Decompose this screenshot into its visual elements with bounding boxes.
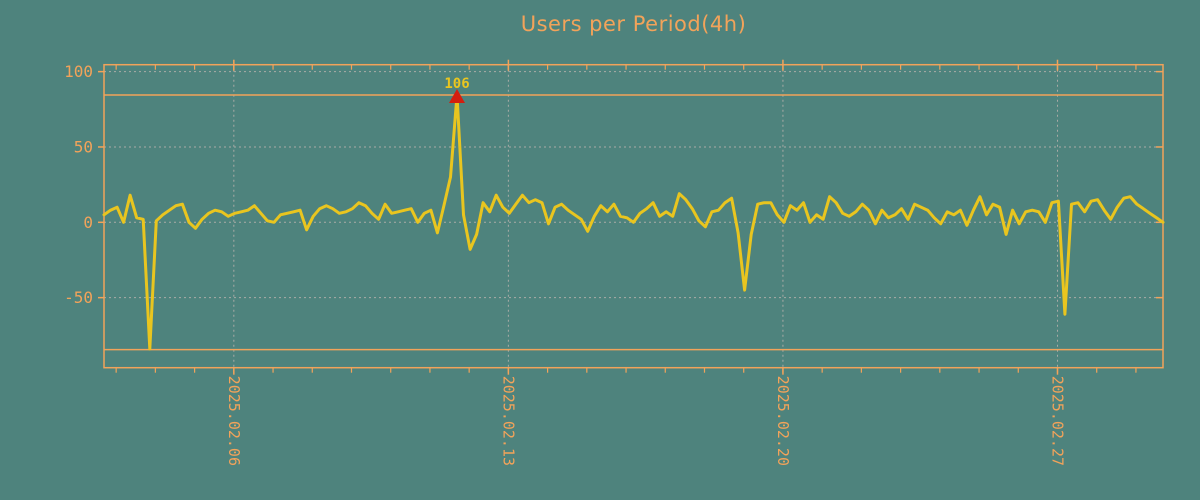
- x-axis-label: 2025.02.27: [1048, 376, 1066, 466]
- max-marker-icon: [449, 89, 465, 103]
- x-axis-label: 2025.02.13: [499, 376, 517, 466]
- x-axis-label: 2025.02.20: [774, 376, 792, 466]
- x-axis-label: 2025.02.06: [225, 376, 243, 466]
- y-axis-label: -50: [64, 288, 93, 307]
- chart-title: Users per Period(4h): [520, 12, 747, 36]
- y-axis-label: 0: [83, 213, 93, 232]
- users-line: [102, 93, 1165, 351]
- y-axis-label: 50: [74, 137, 93, 156]
- max-value-label: 106: [444, 76, 469, 92]
- y-axis-label: 100: [64, 62, 93, 81]
